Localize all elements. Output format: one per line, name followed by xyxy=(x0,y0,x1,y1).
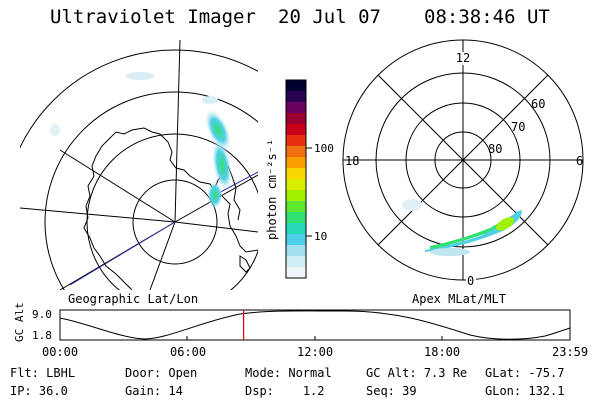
aurora-emission-left xyxy=(50,72,232,209)
geographic-panel xyxy=(20,40,258,290)
status-dsp: Dsp: 1.2 xyxy=(245,384,325,398)
mlat-label-80: 80 xyxy=(488,142,502,156)
colorbar-tick-100: 100 xyxy=(314,142,334,155)
mlt-label-0: 0 xyxy=(467,274,474,288)
colorbar-cell xyxy=(286,113,306,125)
colorbar-cell xyxy=(286,179,306,191)
magnetic-label: Apex MLat/MLT xyxy=(412,292,506,306)
timeline-y-label: GC Alt xyxy=(13,302,26,342)
status-glat: GLat: -75.7 xyxy=(485,366,565,380)
timeline-x-tick-0000: 00:00 xyxy=(42,345,78,359)
colorbar-cell xyxy=(286,245,306,257)
colorbar-cell xyxy=(286,267,306,279)
status-glon: GLon: 132.1 xyxy=(485,384,565,398)
status-mode: Mode: Normal xyxy=(245,366,332,380)
status-flt: Flt: LBHL xyxy=(10,366,76,380)
colorbar-cell xyxy=(286,146,306,158)
colorbar-cell xyxy=(286,201,306,213)
mlat-label-60: 60 xyxy=(531,97,545,111)
colorbar-cell xyxy=(286,91,306,103)
timeline-y-tick-top: 9.0 xyxy=(32,308,52,321)
geographic-label: Geographic Lat/Lon xyxy=(68,292,198,306)
status-door: Door: Open xyxy=(125,366,198,380)
colorbar-unit-label: photon cm⁻²s⁻¹ xyxy=(265,139,279,240)
colorbar-cell xyxy=(286,212,306,224)
status-ip: IP: 36.0 xyxy=(10,384,68,398)
status-seq: Seq: 39 xyxy=(366,384,417,398)
date-label: 20 Jul 07 xyxy=(278,6,381,28)
mlt-label-6: 6 xyxy=(576,154,583,168)
status-gc-alt: GC Alt: 7.3 Re xyxy=(366,366,468,380)
status-gain: Gain: 14 xyxy=(125,384,183,398)
colorbar-cell xyxy=(286,234,306,246)
coastline xyxy=(83,127,258,290)
terminator-line xyxy=(69,221,176,286)
colorbar-cell xyxy=(286,102,306,114)
colorbar-cell xyxy=(286,190,306,202)
timeline-x-tick-2359: 23:59 xyxy=(552,345,588,359)
colorbar-cell xyxy=(286,157,306,169)
colorbar-cell xyxy=(286,223,306,235)
mlt-label-12: 12 xyxy=(456,51,470,65)
orbit-timeline: GC Alt 9.0 1.8 00:00 06:00 12:00 18:00 2… xyxy=(13,302,588,359)
altitude-curve xyxy=(59,310,571,340)
colorbar-cell xyxy=(286,168,306,180)
colorbar: 100 10 photon cm⁻²s⁻¹ xyxy=(265,79,334,279)
timeline-y-tick-bottom: 1.8 xyxy=(32,329,52,342)
time-label: 08:38:46 UT xyxy=(424,6,550,28)
timeline-x-tick-1800: 18:00 xyxy=(424,345,460,359)
colorbar-cell xyxy=(286,124,306,136)
colorbar-cell xyxy=(286,256,306,268)
mlt-label-18: 18 xyxy=(345,154,359,168)
colorbar-cell xyxy=(286,80,306,92)
colorbar-tick-10: 10 xyxy=(314,230,327,243)
timeline-x-tick-1200: 12:00 xyxy=(297,345,333,359)
mlat-label-70: 70 xyxy=(511,120,525,134)
magnetic-panel: 12 18 6 0 60 70 80 xyxy=(342,39,584,288)
colorbar-cell xyxy=(286,135,306,147)
aurora-emission-right xyxy=(402,199,522,256)
timeline-x-tick-0600: 06:00 xyxy=(170,345,206,359)
instrument-title: Ultraviolet Imager xyxy=(50,6,256,28)
